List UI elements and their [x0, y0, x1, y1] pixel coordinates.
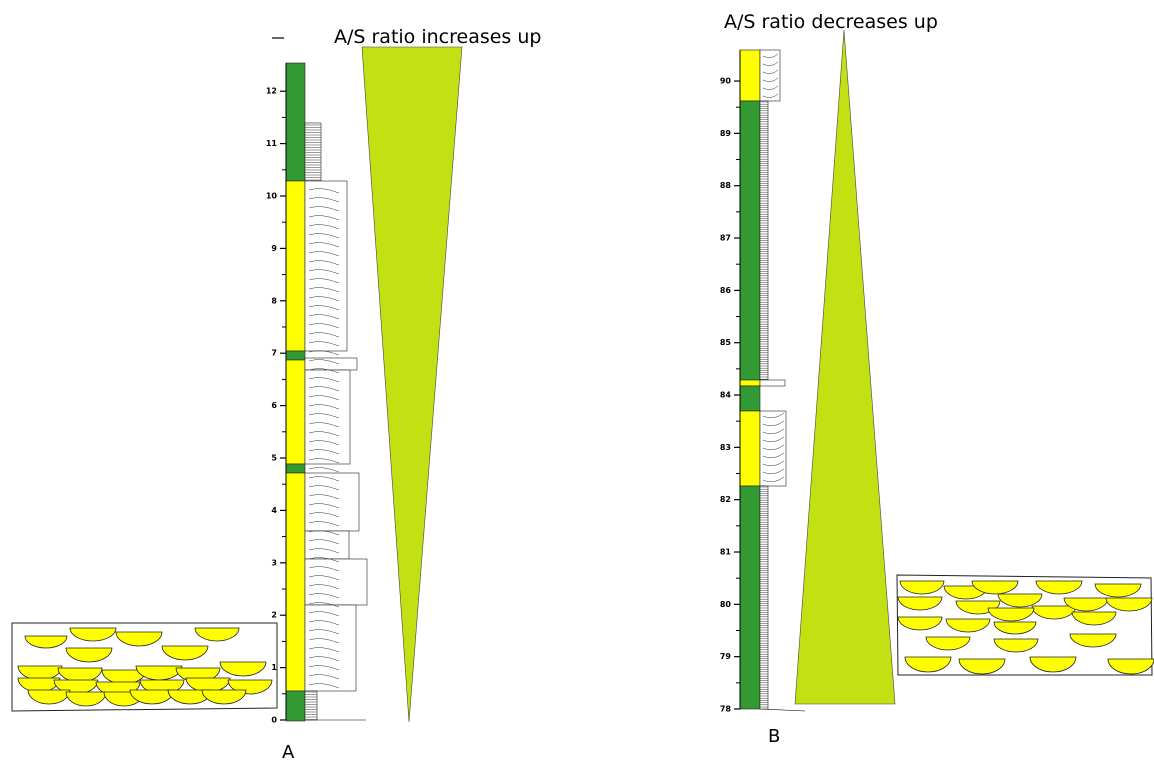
tick-label: 88 [720, 181, 732, 190]
sand-log [305, 370, 350, 464]
triangle-b [795, 30, 895, 704]
yellow-unit [740, 50, 760, 101]
title-b: A/S ratio decreases up [724, 11, 938, 33]
green-unit [286, 351, 305, 360]
tick-label: 84 [720, 391, 732, 400]
tick-label: 3 [271, 558, 277, 567]
triangle-a [362, 47, 462, 722]
yellow-unit [286, 360, 305, 464]
sand-log [305, 473, 359, 531]
mud-log [305, 691, 317, 720]
tick-label: 80 [720, 600, 732, 609]
column-a [286, 63, 367, 721]
yellow-unit [286, 473, 305, 691]
tick-label: 0 [271, 716, 277, 725]
tick-label: 81 [720, 548, 732, 557]
column-b [740, 50, 805, 711]
yellow-unit [740, 380, 760, 386]
tick-label: 78 [720, 705, 732, 714]
tick-label: 5 [271, 454, 277, 463]
sand-log [305, 531, 349, 559]
tick-label: 82 [720, 495, 731, 504]
tick-label: 9 [271, 244, 277, 253]
tick-label: 1 [271, 663, 277, 672]
yellow-unit [740, 411, 760, 486]
tick-label: 8 [271, 296, 277, 305]
green-unit [286, 691, 305, 721]
tick-label: 11 [266, 139, 278, 148]
tick-label: 90 [720, 77, 732, 86]
label-a: A [282, 742, 295, 760]
tick-label: 86 [720, 286, 732, 295]
tick-label: 2 [271, 611, 277, 620]
green-unit [740, 386, 760, 411]
sand-log [305, 181, 347, 351]
tick-label: 4 [271, 506, 277, 515]
tick-label: 79 [720, 652, 732, 661]
tick-label: 6 [271, 401, 277, 410]
green-unit [286, 63, 305, 181]
green-unit [286, 464, 305, 473]
tick-label: 7 [271, 349, 277, 358]
sand-log [305, 559, 367, 605]
yellow-unit [286, 181, 305, 351]
tick-label: 87 [720, 234, 731, 243]
label-b: B [768, 726, 780, 747]
mud-log [760, 486, 768, 709]
tick-label: 12 [266, 87, 277, 96]
diagram: A/S ratio increases up A/S ratio decreas… [0, 0, 1154, 760]
tick-label: 83 [720, 443, 731, 452]
tick-label: 85 [720, 338, 732, 347]
green-unit [740, 486, 760, 709]
sand-log [760, 380, 785, 386]
title-a: A/S ratio increases up [334, 26, 541, 48]
tick-label: 10 [266, 192, 278, 201]
tick-label: 89 [720, 129, 732, 138]
green-unit [740, 101, 760, 380]
lamina [309, 468, 339, 472]
